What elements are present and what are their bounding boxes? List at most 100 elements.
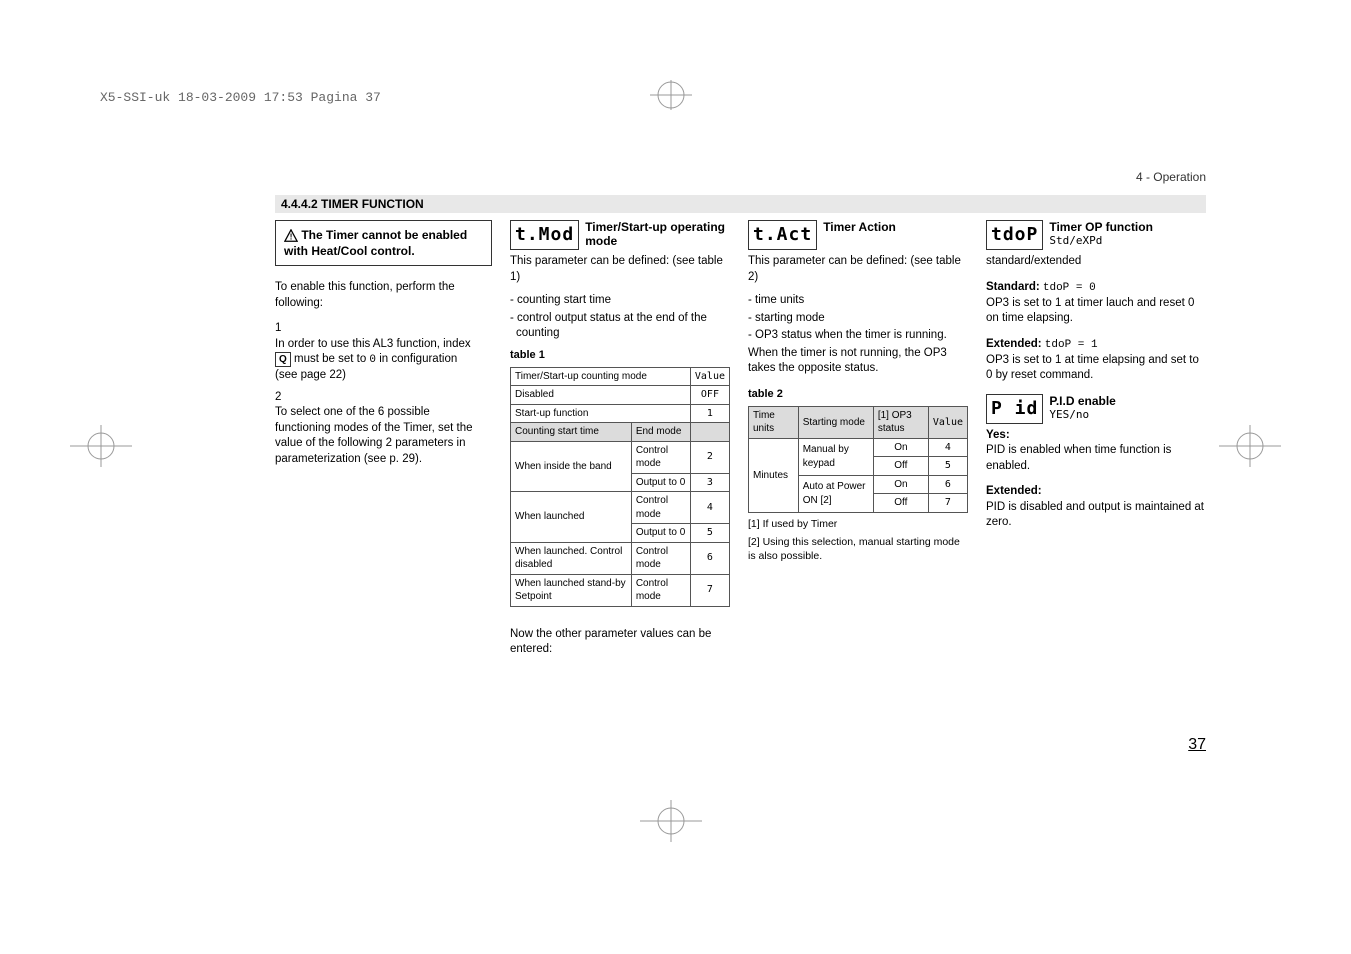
t1-r3v: 2 xyxy=(690,441,729,473)
print-header: X5-SSI-uk 18-03-2009 17:53 Pagina 37 xyxy=(100,90,381,105)
t2-foot2: [2] Using this selection, manual startin… xyxy=(748,535,968,563)
t2-rowlabel: Minutes xyxy=(749,438,799,512)
t1-r7b: Control mode xyxy=(631,542,690,574)
t2-h2: [1] OP3 status xyxy=(873,406,928,438)
table1-label: table 1 xyxy=(510,348,730,363)
t2-r2v: 6 xyxy=(928,475,967,494)
t2-foot1: [1] If used by Timer xyxy=(748,517,968,531)
tact-head: t.Act Timer Action xyxy=(748,220,968,250)
t1-r7v: 6 xyxy=(690,542,729,574)
tact-seg: t.Act xyxy=(748,220,817,250)
column-1: ! The Timer cannot be enabled with Heat/… xyxy=(275,220,492,668)
warning-box: ! The Timer cannot be enabled with Heat/… xyxy=(275,220,492,266)
tmod-item-1: - control output status at the end of th… xyxy=(516,311,730,342)
tdop-a: standard/extended xyxy=(986,254,1206,270)
t1-r4v: 3 xyxy=(690,473,729,492)
pid-ext-label: Extended: xyxy=(986,485,1042,497)
column-4: tdoP Timer OP function Std/eXPd standard… xyxy=(986,220,1206,668)
section-title: 4.4.4.2 TIMER FUNCTION xyxy=(275,195,1206,213)
t2-h1: Starting mode xyxy=(798,406,873,438)
t2-r0s: On xyxy=(873,438,928,457)
t1-r8v: 7 xyxy=(690,574,729,606)
pid-yes-text: PID is enabled when time function is ena… xyxy=(986,443,1206,474)
t1-r3b: Control mode xyxy=(631,441,690,473)
tact-note: When the timer is not running, the OP3 t… xyxy=(748,346,968,377)
tact-item-2: - OP3 status when the timer is running. xyxy=(754,328,968,344)
table-2: Time units Starting mode [1] OP3 status … xyxy=(748,406,968,513)
tmod-seg: t.Mod xyxy=(510,220,579,250)
page-content: ! The Timer cannot be enabled with Heat/… xyxy=(275,220,1206,668)
warning-text: The Timer cannot be enabled with Heat/Co… xyxy=(284,228,467,258)
step1-text-b: must be set to xyxy=(294,353,366,365)
tmod-desc: This parameter can be defined: (see tabl… xyxy=(510,254,730,285)
t1-sub-b: End mode xyxy=(631,423,690,442)
step2-text: To select one of the 6 possible function… xyxy=(275,405,478,467)
t2-r0v: 4 xyxy=(928,438,967,457)
table-1: Timer/Start-up counting modeValue Disabl… xyxy=(510,367,730,607)
q-box: Q xyxy=(275,352,291,367)
t1-r1a: Start-up function xyxy=(511,404,691,423)
pid-yes-label: Yes: xyxy=(986,429,1010,441)
crop-mark-right xyxy=(1219,415,1281,477)
tact-item-0: - time units xyxy=(754,293,968,309)
svg-text:!: ! xyxy=(290,232,293,241)
step1-text-a: In order to use this AL3 function, index xyxy=(275,338,471,350)
t1-r8a: When launched stand-by Setpoint xyxy=(511,574,632,606)
column-3: t.Act Timer Action This parameter can be… xyxy=(748,220,968,668)
tmod-title: Timer/Start-up operating mode xyxy=(585,220,730,249)
step-1: 1 In order to use this AL3 function, ind… xyxy=(275,321,492,383)
step-num-1: 1 xyxy=(275,321,287,337)
pid-seg: P id xyxy=(986,394,1043,424)
t2-r1v: 5 xyxy=(928,457,967,476)
tact-item-1: - starting mode xyxy=(754,311,968,327)
t2-h3: Value xyxy=(928,406,967,438)
tact-title: Timer Action xyxy=(823,220,896,234)
t1-r8b: Control mode xyxy=(631,574,690,606)
t1-r6a2: Output to 0 xyxy=(631,524,690,543)
tdop-ext-text: OP3 is set to 1 at time elapsing and set… xyxy=(986,353,1206,384)
tdop-seg: tdoP xyxy=(986,220,1043,250)
t2-r2s: On xyxy=(873,475,928,494)
t2-r3s: Off xyxy=(873,494,928,513)
t1-sub-blank xyxy=(690,423,729,442)
crop-mark-bottom xyxy=(640,790,702,852)
chapter-label: 4 - Operation xyxy=(1136,170,1206,184)
t1-r1v: 1 xyxy=(690,404,729,423)
tdop-std-text: OP3 is set to 1 at timer lauch and reset… xyxy=(986,296,1206,327)
tdop-std: Standard: tdoP = 0 xyxy=(986,280,1206,296)
t1-r0a: Disabled xyxy=(511,386,691,405)
t1-sub-a: Counting start time xyxy=(511,423,632,442)
t2-r2m: Auto at Power ON [2] xyxy=(798,475,873,512)
t2-r1s: Off xyxy=(873,457,928,476)
tmod-item-0: - counting start time xyxy=(516,293,730,309)
crop-mark-top xyxy=(640,80,702,110)
pid-title: P.I.D enable xyxy=(1049,394,1115,408)
pid-ext: Extended: xyxy=(986,484,1206,500)
tdop-head: tdoP Timer OP function Std/eXPd xyxy=(986,220,1206,250)
crop-mark-left xyxy=(70,415,132,477)
tmod-head: t.Mod Timer/Start-up operating mode xyxy=(510,220,730,250)
pid-sub: YES/no xyxy=(1049,408,1115,423)
t1-r4a2: Output to 0 xyxy=(631,473,690,492)
tdop-ext-label: Extended: xyxy=(986,338,1042,350)
warning-icon: ! xyxy=(284,229,298,243)
table2-label: table 2 xyxy=(748,387,968,402)
tdop-std-label: Standard: xyxy=(986,281,1040,293)
tdop-ext-code: tdoP = 1 xyxy=(1045,339,1098,351)
t1-r5v: 4 xyxy=(690,492,729,524)
t1-r5b: Control mode xyxy=(631,492,690,524)
step-num-2: 2 xyxy=(275,390,287,406)
t1-r7a: When launched. Control disabled xyxy=(511,542,632,574)
t1-head-b: Value xyxy=(690,367,729,386)
col1-intro: To enable this function, perform the fol… xyxy=(275,280,492,311)
pid-ext-text: PID is disabled and output is maintained… xyxy=(986,500,1206,531)
page-number: 37 xyxy=(1188,736,1206,754)
t1-r5a: When launched xyxy=(511,492,632,543)
col2-footer: Now the other parameter values can be en… xyxy=(510,627,730,658)
tact-desc: This parameter can be defined: (see tabl… xyxy=(748,254,968,285)
tdop-sub: Std/eXPd xyxy=(1049,234,1153,249)
tdop-std-code: tdoP = 0 xyxy=(1043,282,1096,294)
t1-r0v: OFF xyxy=(690,386,729,405)
step-2: 2 To select one of the 6 possible functi… xyxy=(275,390,492,468)
pid-yes: Yes: xyxy=(986,428,1206,444)
